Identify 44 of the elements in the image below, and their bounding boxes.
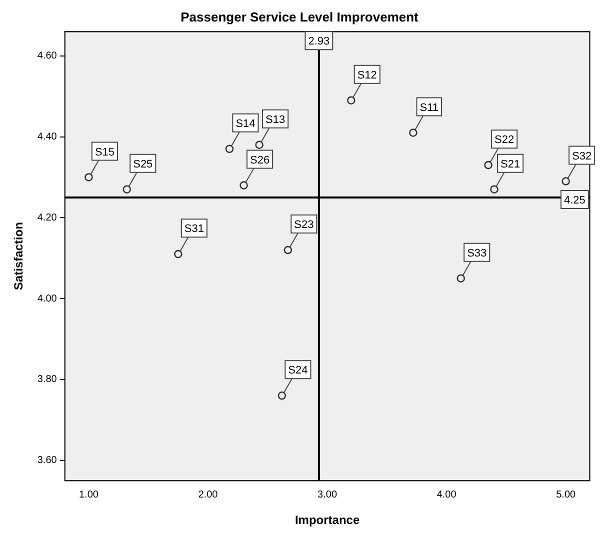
y-tick-label: 4.40: [37, 132, 58, 143]
x-tick-label: 5.00: [556, 489, 576, 500]
point: [346, 96, 356, 105]
y-tick-label: 3.60: [37, 455, 58, 466]
y-tick-label: 3.80: [37, 374, 58, 386]
annotation: S26: [250, 154, 270, 166]
point: [456, 274, 466, 282]
annotation: S15: [94, 146, 115, 158]
annotation: S11: [420, 102, 439, 114]
y-tick-label: 4.60: [37, 50, 58, 62]
ref-line-label: 4.25: [564, 194, 586, 206]
x-tick-label: 2.00: [198, 489, 218, 500]
point: [225, 144, 234, 154]
y-tick-label: 4.20: [37, 212, 58, 224]
y-axis-title: Satisfaction: [12, 222, 26, 290]
annotation: S31: [184, 223, 204, 236]
x-tick-label: 1.00: [78, 489, 99, 500]
x-axis-title: Importance: [294, 513, 360, 528]
annotation: S25: [133, 158, 153, 170]
point: [84, 173, 93, 182]
point: [240, 181, 248, 190]
point: [490, 185, 498, 194]
ref-line-label: 2.93: [308, 36, 330, 48]
y-tick-label: 4.00: [37, 293, 58, 304]
point: [484, 160, 492, 170]
point: [255, 140, 264, 150]
annotation: S32: [572, 150, 592, 162]
annotation: S21: [500, 158, 520, 170]
annotation: S12: [357, 69, 377, 82]
point: [562, 177, 570, 186]
point: [122, 185, 132, 194]
annotation: S23: [294, 219, 314, 232]
chart-title: Passenger Service Level Improvement: [180, 9, 420, 24]
point: [284, 246, 292, 254]
x-tick-label: 3.00: [318, 489, 338, 500]
x-tick-label: 4.00: [436, 489, 457, 500]
point: [409, 128, 418, 137]
annotation: S14: [236, 118, 256, 130]
point: [174, 250, 182, 258]
annotation: S22: [494, 134, 514, 146]
annotation: S33: [467, 247, 487, 260]
annotation: S13: [266, 114, 286, 126]
annotation: S24: [288, 364, 308, 377]
point: [278, 392, 286, 400]
